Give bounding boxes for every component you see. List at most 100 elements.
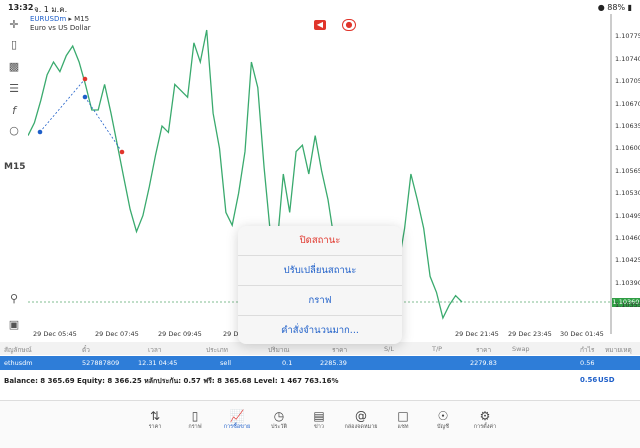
history-icon: ◷ <box>273 409 285 423</box>
col-volume[interactable]: ปริมาณ <box>268 346 290 354</box>
current-price-label: 1.10360 <box>612 298 640 307</box>
trade-entry-marker <box>37 129 43 135</box>
col-type[interactable]: ประเภท <box>206 346 228 354</box>
balance-text: Balance: 8 365.69 Equity: 8 366.25 หลักป… <box>4 377 339 385</box>
one-click-trading: ◀ ● <box>314 19 372 31</box>
price-tick: 1.10635 <box>615 122 640 130</box>
function-icon[interactable]: f <box>12 104 16 117</box>
chart-toolbar: ✛ ▯ ▩ ☰ f ○ M15 ⚲ ▣ <box>0 14 28 334</box>
position-row[interactable]: ethusdm 527887809 12.31 04:45 sell 0.1 2… <box>0 356 640 370</box>
row-ticket: 527887809 <box>82 359 120 367</box>
price-tick: 1.10495 <box>615 211 640 220</box>
col-swap[interactable]: Swap <box>512 345 530 353</box>
price-tick: 1.10355 <box>615 301 640 310</box>
tab-news[interactable]: ▤ ข่าว <box>299 409 339 431</box>
status-date: จ. 1 ม.ค. <box>34 5 68 14</box>
price-tick: 1.10600 <box>615 144 640 153</box>
row-volume: 0.1 <box>282 359 293 367</box>
symbol-label: EURUSDm ▸ M15 <box>30 15 90 23</box>
symbol-name: EURUSDm <box>30 15 67 23</box>
trade-exit-marker <box>82 76 88 82</box>
col-time[interactable]: เวลา <box>148 346 162 354</box>
candles-icon: ▯ <box>191 409 199 423</box>
close-position-button[interactable]: ปิดสถานะ <box>238 226 402 256</box>
mail-at-icon: @ <box>355 409 367 423</box>
trade-connector-line <box>39 78 86 133</box>
tab-chat[interactable]: □ แชท <box>383 409 423 431</box>
tab-quotes[interactable]: ⇅ ราคา <box>135 409 175 431</box>
col-profit[interactable]: กำไร <box>580 346 595 354</box>
col-symbol[interactable]: สัญลักษณ์ <box>4 346 32 354</box>
row-profit: 0.56 <box>580 359 595 367</box>
battery-level: 88% <box>607 3 626 12</box>
tab-mailbox[interactable]: @ กล่องจดหมาย <box>341 409 381 431</box>
tab-settings[interactable]: ⚙ การตั้งค่า <box>465 409 505 431</box>
chart-button[interactable]: กราฟ <box>238 286 402 316</box>
bulk-operations-button[interactable]: คำสั่งจำนวนมาก... <box>281 325 359 336</box>
time-tick: 29 Dec 09:45 <box>158 330 202 338</box>
price-axis: 1.10360 1.10775 1.10740 1.10705 1.10670 1.10… <box>612 14 640 334</box>
news-icon: ▤ <box>313 409 325 423</box>
row-symbol: ethusdm <box>4 359 33 367</box>
settings-sliders-icon[interactable]: ☰ <box>9 82 19 95</box>
time-tick: 29 Dec 23:45 <box>508 330 552 338</box>
balance-bar: Balance: 8 365.69 Equity: 8 366.25 หลักป… <box>0 375 640 387</box>
settings-gear-icon: ⚙ <box>479 409 491 423</box>
col-ticket[interactable]: ตั๋ว <box>82 346 90 354</box>
col-tp[interactable]: T/P <box>432 345 443 353</box>
modify-position-button[interactable]: ปรับเปลี่ยนสถานะ <box>238 256 402 286</box>
currency: USD <box>598 376 615 384</box>
updown-arrows-icon: ⇅ <box>149 409 161 423</box>
time-tick: 30 Dec 01:45 <box>560 330 604 338</box>
row-price: 2285.39 <box>320 359 347 367</box>
row-time: 12.31 04:45 <box>138 359 178 367</box>
chart-timeframe: M15 <box>74 15 90 23</box>
price-tick: 1.10390 <box>615 278 640 287</box>
price-tick: 1.10565 <box>615 166 640 175</box>
trade-connector-line <box>84 96 123 153</box>
row-type: sell <box>220 359 231 367</box>
time-tick: 29 Dec 21:45 <box>455 330 499 338</box>
one-click-toggle-icon[interactable]: ● <box>342 19 356 31</box>
tab-account[interactable]: ☉ บัญชี <box>423 409 463 431</box>
price-tick: 1.10740 <box>615 54 640 63</box>
time-tick: 29 Dec 05:45 <box>33 330 77 338</box>
tab-trade[interactable]: 📈 การซื้อขาย <box>217 409 257 431</box>
trade-chart-icon: 📈 <box>229 409 245 423</box>
col-comment[interactable]: หมายเหตุ <box>605 346 632 354</box>
one-click-sell-icon[interactable]: ◀ <box>314 20 326 30</box>
trade-exit-marker <box>119 149 125 155</box>
positions-table-header: สัญลักษณ์ ตั๋ว เวลา ประเภท ปริมาณ ราคา S… <box>0 342 640 355</box>
timeframe-button[interactable]: M15 <box>4 162 26 172</box>
col-sl[interactable]: S/L <box>384 345 394 353</box>
crosshair-icon[interactable]: ✛ <box>9 18 19 31</box>
indicators-icon[interactable]: ▩ <box>8 60 20 73</box>
symbol-description: Euro vs US Dollar <box>30 24 91 32</box>
tab-history[interactable]: ◷ ประวัติ <box>259 409 299 431</box>
zoom-icon[interactable]: ⚲ <box>9 292 19 305</box>
col-price[interactable]: ราคา <box>332 346 348 354</box>
chat-icon: □ <box>397 409 409 423</box>
price-tick: 1.10705 <box>615 77 640 86</box>
trade-icon[interactable]: ▣ <box>8 318 20 331</box>
time-tick: 29 Dec 07:45 <box>95 330 139 338</box>
price-tick: 1.10460 <box>615 234 640 242</box>
objects-icon[interactable]: ○ <box>9 124 19 137</box>
battery-indicator: ● 88% ▮ <box>597 3 632 12</box>
tab-charts[interactable]: ▯ กราฟ <box>175 409 215 431</box>
price-tick: 1.10670 <box>615 99 640 108</box>
price-tick: 1.10425 <box>615 256 640 265</box>
price-tick: 1.10530 <box>615 189 640 198</box>
col-current[interactable]: ราคา <box>476 346 492 354</box>
row-current: 2279.83 <box>470 359 497 367</box>
trade-entry-marker <box>82 94 88 100</box>
bottom-tab-bar: ⇅ ราคา ▯ กราฟ 📈 การซื้อขาย ◷ ประวัติ ▤ ข่าว @… <box>0 400 640 448</box>
candles-icon[interactable]: ▯ <box>10 38 18 51</box>
total-profit: 0.56 <box>580 376 598 384</box>
price-tick: 1.10775 <box>615 32 640 41</box>
account-icon: ☉ <box>437 409 449 423</box>
price-chart[interactable]: EURUSDm ▸ M15 Euro vs US Dollar ◀ ● <box>28 14 612 334</box>
position-context-menu: ปิดสถานะ ปรับเปลี่ยนสถานะ กราฟ คำสั่งจำน… <box>238 226 402 344</box>
status-bar: 13:32 จ. 1 ม.ค. ● 88% ▮ <box>0 0 640 14</box>
status-time: 13:32 <box>8 3 34 12</box>
